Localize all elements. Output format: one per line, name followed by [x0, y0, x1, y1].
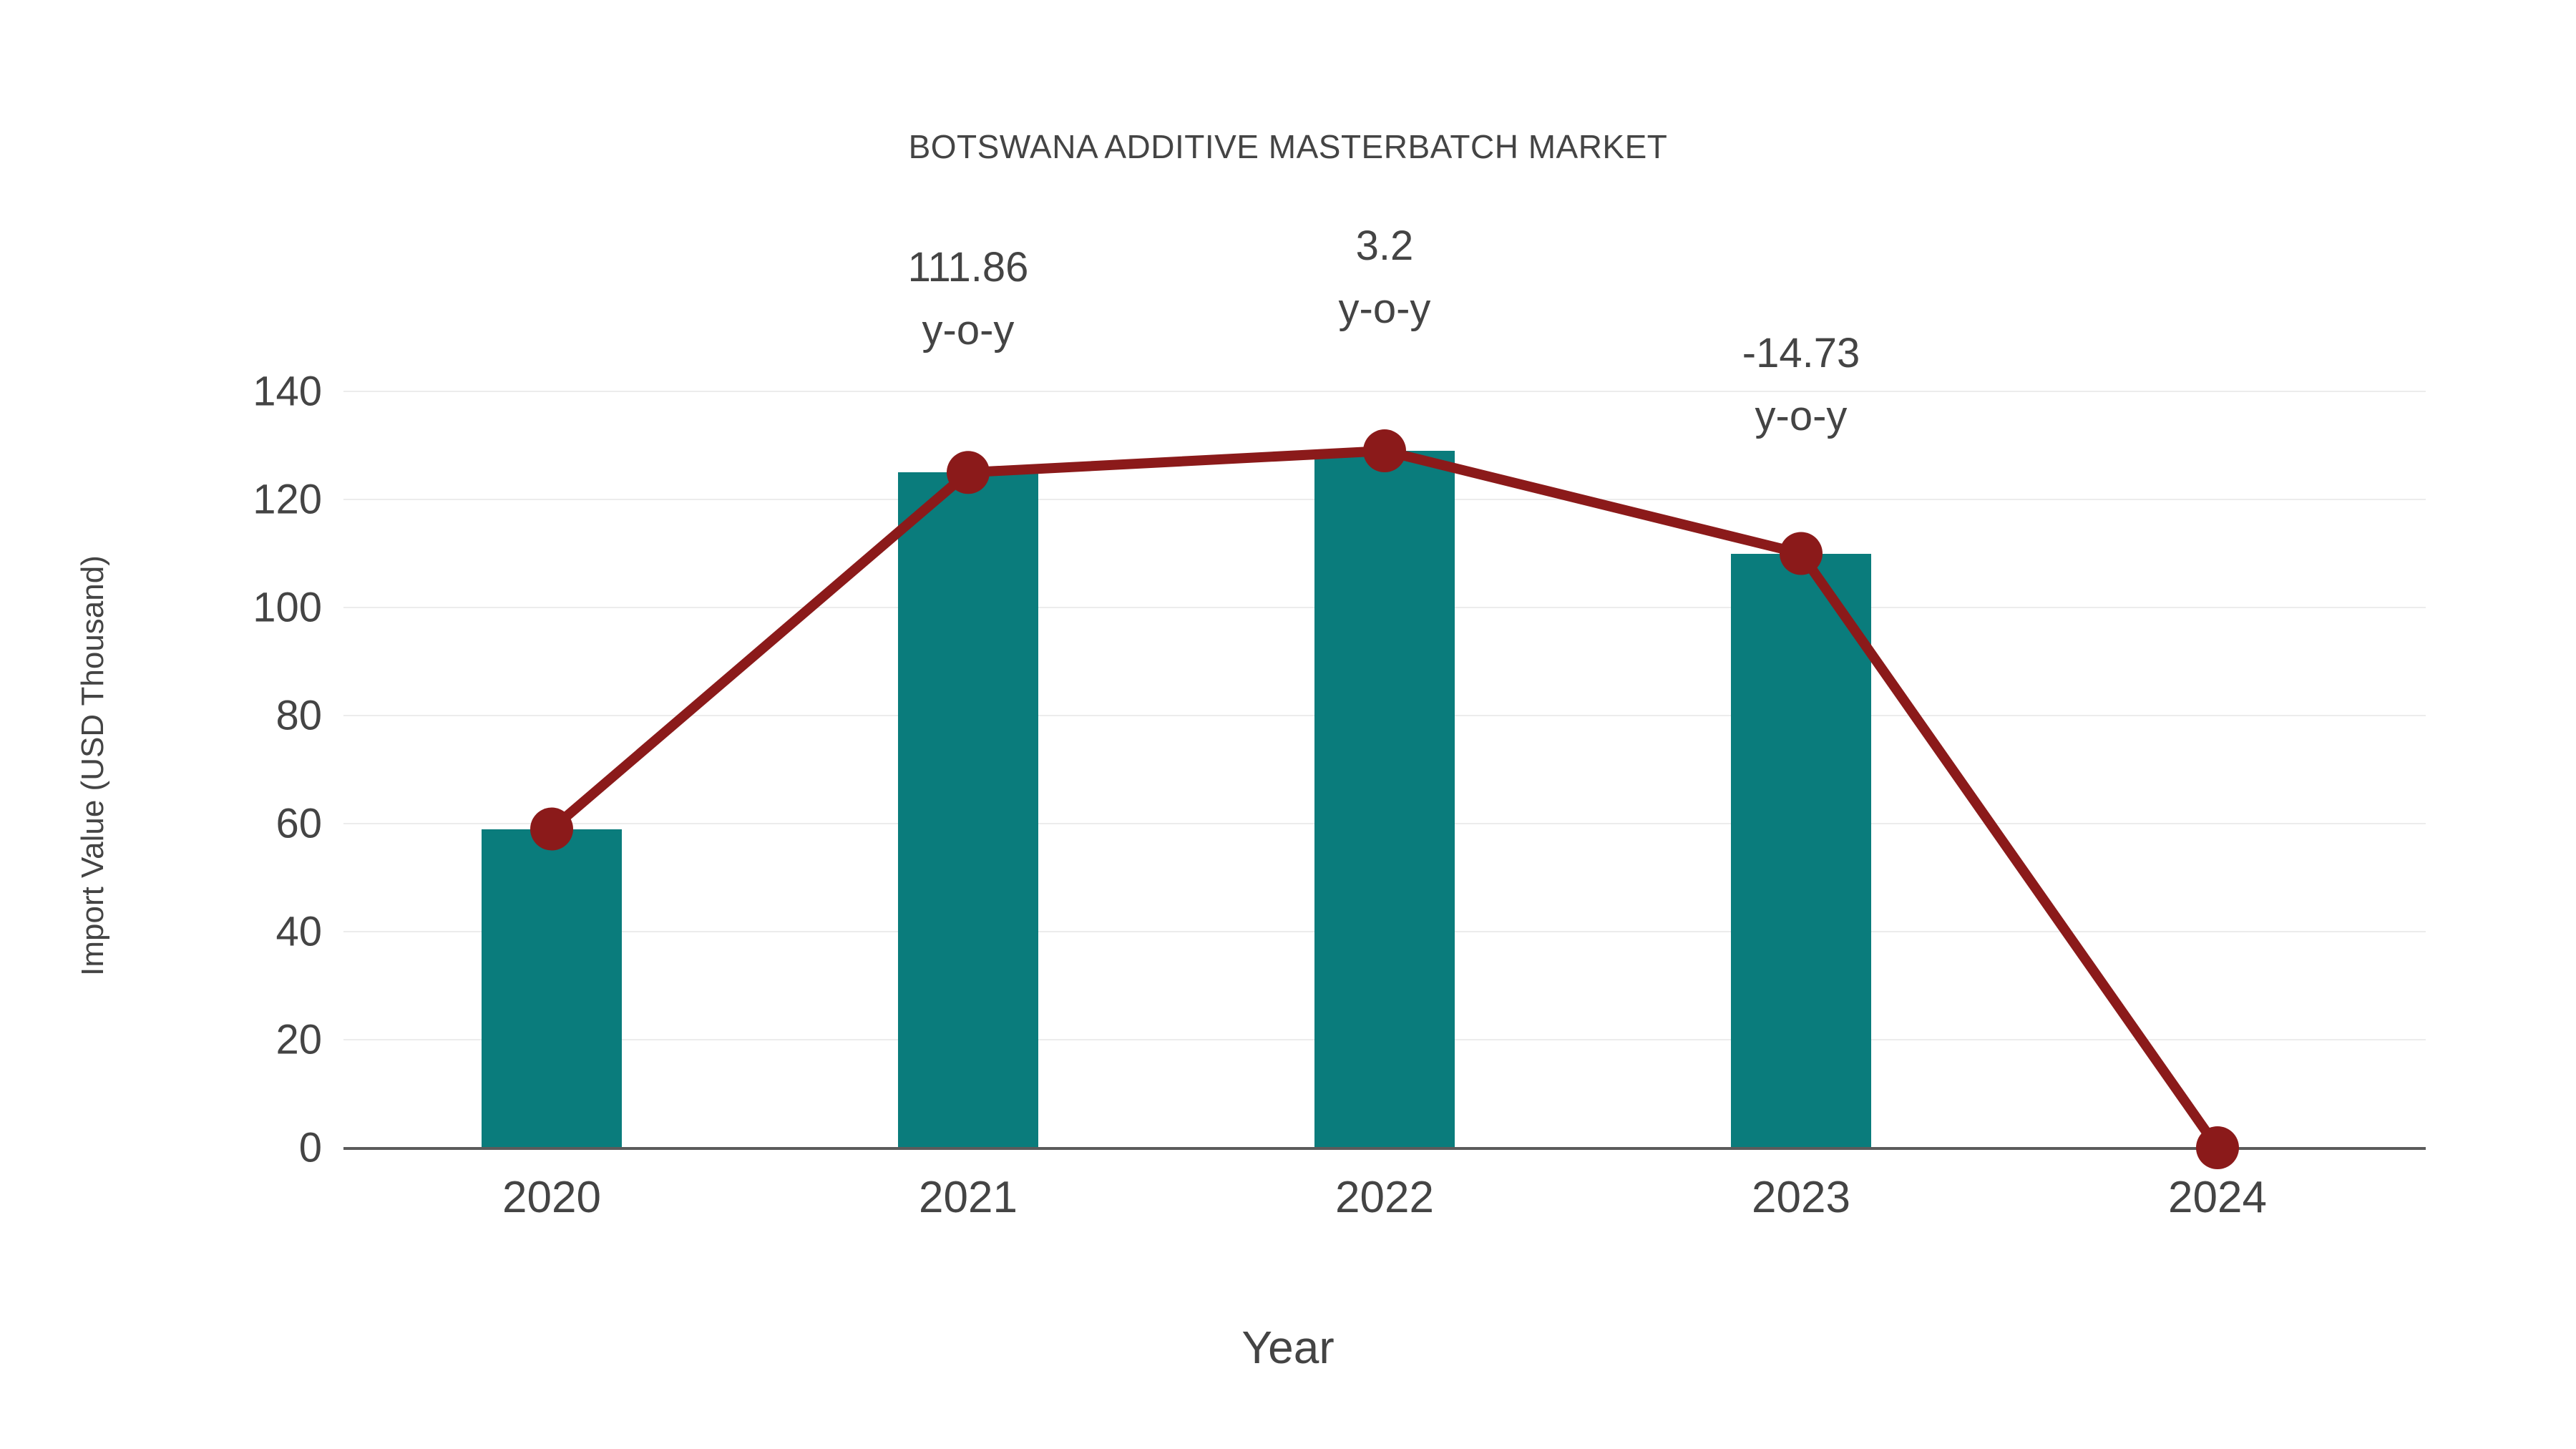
x-axis-tick-label: 2024 — [2168, 1173, 2267, 1222]
x-axis-tick-label: 2021 — [919, 1173, 1018, 1222]
yoy-value: 111.86 — [907, 244, 1029, 291]
yoy-value: -14.73 — [1742, 330, 1860, 376]
x-axis-line — [343, 1147, 2426, 1150]
y-axis-title: Import Value (USD Thousand) — [75, 555, 110, 976]
x-axis-title: Year — [1241, 1322, 1335, 1373]
yoy-annotation: 3.2 y-o-y — [1199, 215, 1571, 341]
y-axis-tick-label: 0 — [298, 1124, 322, 1171]
yoy-caption: y-o-y — [1338, 286, 1431, 332]
y-axis-tick-label: 100 — [253, 584, 322, 631]
y-axis-tick-label: 60 — [275, 800, 322, 847]
yoy-caption: y-o-y — [1755, 393, 1848, 439]
yoy-annotation: -14.73 y-o-y — [1615, 322, 1987, 448]
plot-area — [343, 391, 2426, 1148]
y-axis-tick-label: 40 — [275, 908, 322, 955]
y-axis-tick-label: 120 — [253, 476, 322, 523]
bar — [482, 829, 622, 1148]
yoy-annotation: 111.86 y-o-y — [782, 236, 1154, 362]
bar — [898, 472, 1038, 1148]
bar — [1314, 451, 1455, 1148]
chart-title: BOTSWANA ADDITIVE MASTERBATCH MARKET — [908, 128, 1668, 165]
bar — [1731, 553, 1871, 1148]
x-axis-tick-label: 2020 — [502, 1173, 601, 1222]
yoy-value: 3.2 — [1355, 223, 1414, 269]
y-axis-tick-label: 80 — [275, 692, 322, 739]
x-axis-tick-label: 2022 — [1335, 1173, 1434, 1222]
y-axis-tick-label: 20 — [275, 1016, 322, 1063]
x-axis-tick-label: 2023 — [1752, 1173, 1850, 1222]
gridline — [343, 391, 2426, 392]
y-axis-tick-label: 140 — [253, 368, 322, 415]
yoy-caption: y-o-y — [922, 307, 1015, 353]
